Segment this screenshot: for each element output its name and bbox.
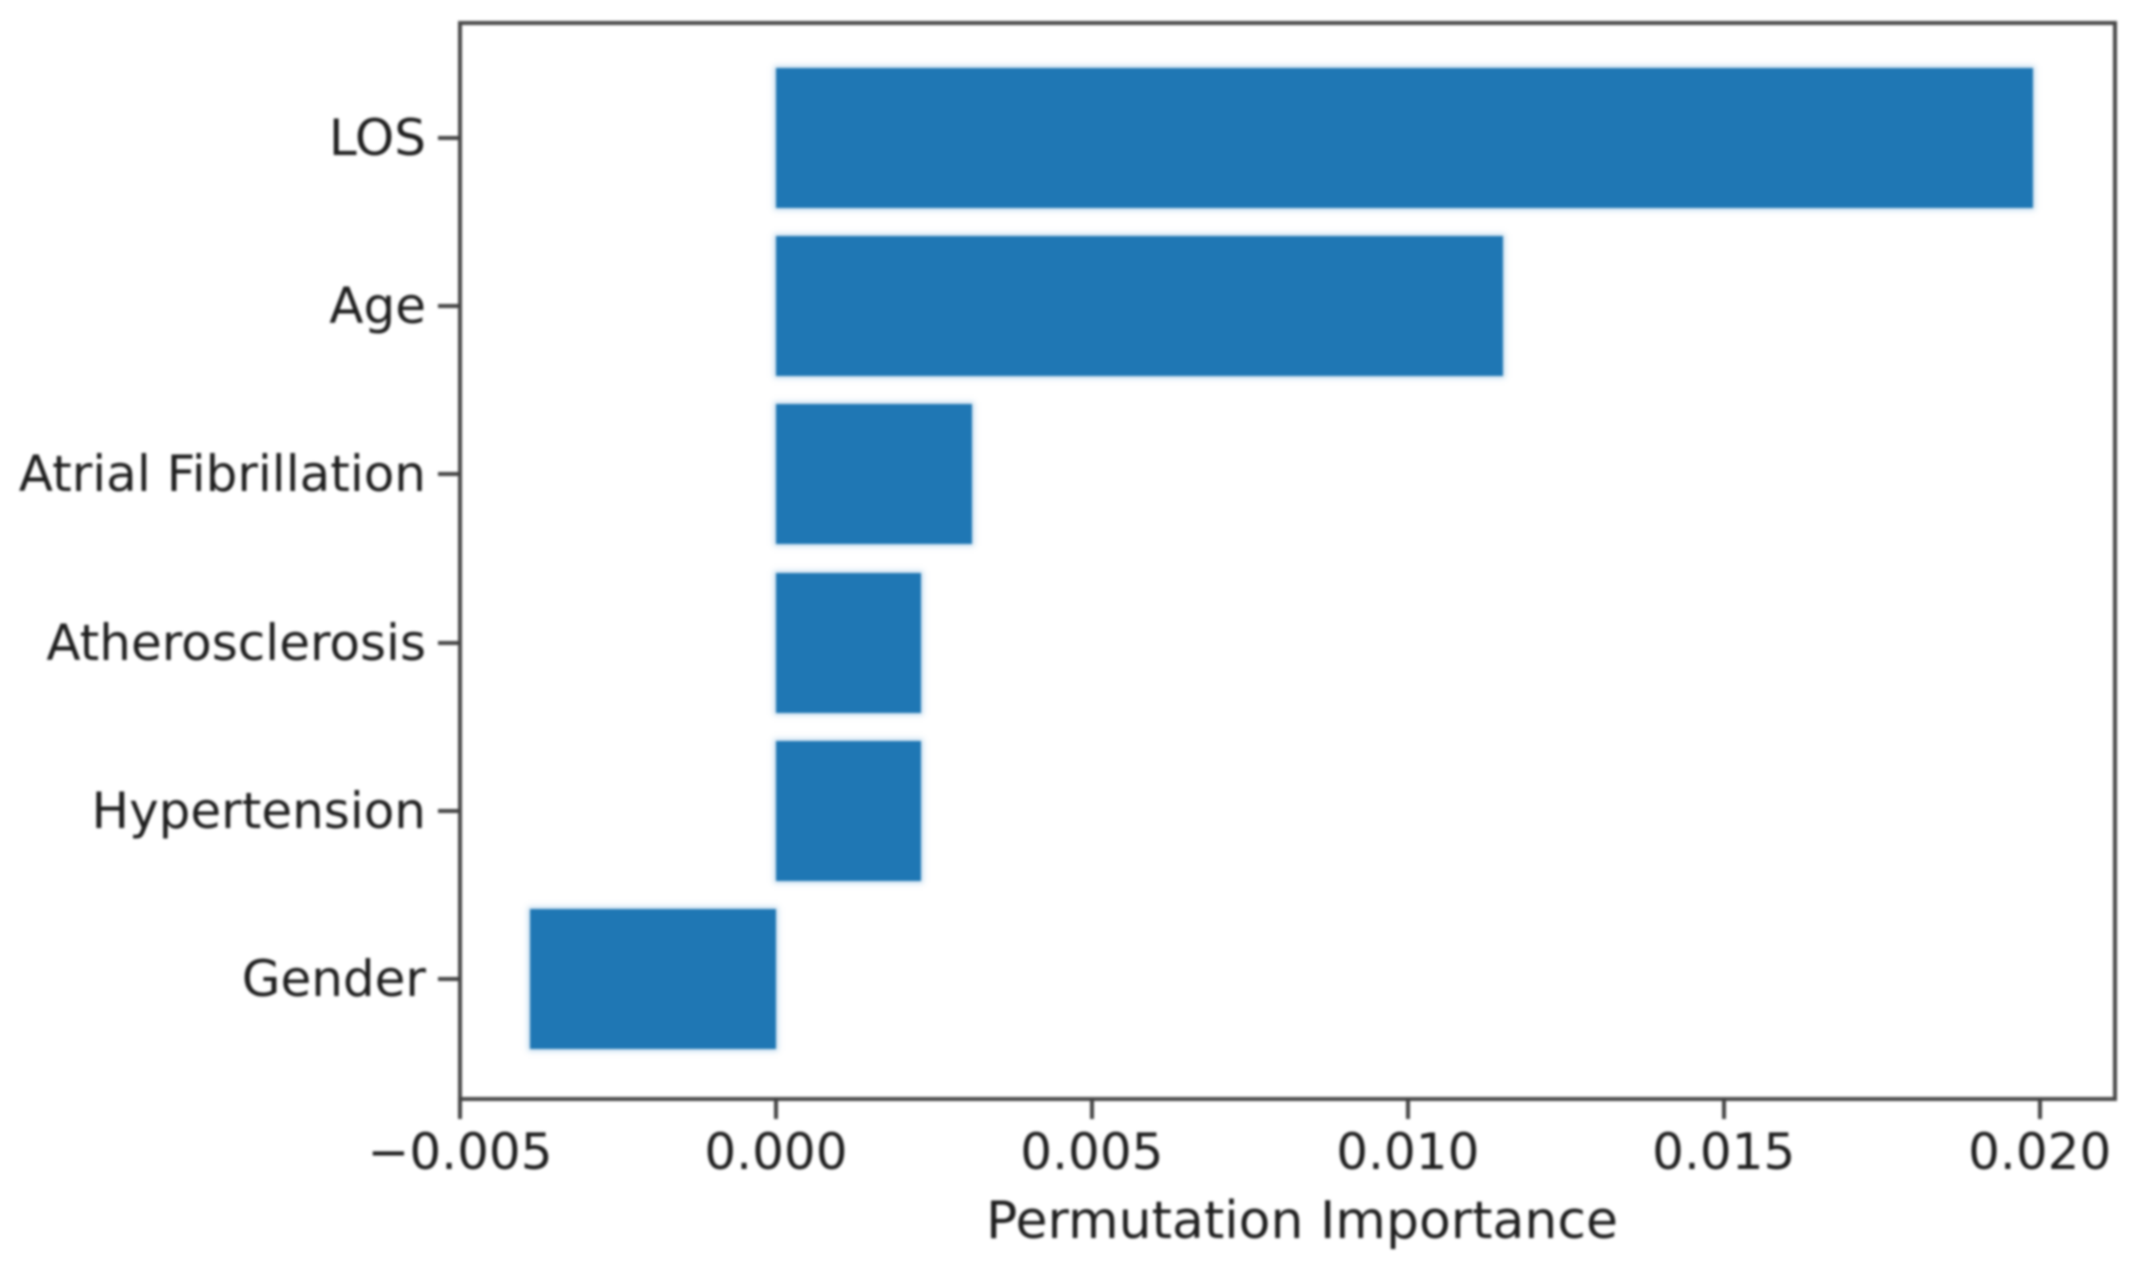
y-tick-label-hypertension: Hypertension <box>91 781 426 840</box>
y-tick-label-atherosclerosis: Atherosclerosis <box>46 613 426 672</box>
x-tick-label-0-020: 0.020 <box>1968 1123 2112 1181</box>
x-tick-label-0-000: 0.000 <box>704 1123 848 1181</box>
bar-hypertension <box>775 740 922 881</box>
x-tick-label-0-015: 0.015 <box>1652 1123 1796 1181</box>
x-tick-0-010 <box>1405 1097 1410 1119</box>
y-tick-los <box>438 136 460 140</box>
x-tick-label-0-005: 0.005 <box>1020 1123 1164 1181</box>
x-axis-label: Permutation Importance <box>986 1191 1618 1251</box>
x-tick-label-0-010: 0.010 <box>1336 1123 1480 1181</box>
y-tick-label-age: Age <box>329 277 426 336</box>
y-tick-atrial-fibrillation <box>438 472 460 477</box>
bar-age <box>775 236 1503 377</box>
y-tick-label-los: LOS <box>328 109 426 167</box>
y-tick-hypertension <box>438 808 460 813</box>
bar-gender <box>529 909 776 1049</box>
bar-atrial-fibrillation <box>775 404 972 545</box>
y-tick-label-gender: Gender <box>241 950 426 1008</box>
y-tick-atherosclerosis <box>438 640 460 645</box>
y-tick-age <box>438 304 460 309</box>
x-tick-0-000 <box>773 1097 778 1119</box>
x-tick-0-005 <box>1089 1097 1094 1119</box>
y-tick-gender <box>438 977 460 981</box>
x-tick-0-015 <box>1721 1097 1726 1119</box>
x-tick-0-020 <box>2037 1097 2042 1119</box>
x-tick-label--0-005: −0.005 <box>367 1123 553 1181</box>
x-tick--0-005 <box>458 1097 462 1119</box>
bar-atherosclerosis <box>775 572 922 713</box>
y-tick-label-atrial-fibrillation: Atrial Fibrillation <box>18 445 426 504</box>
bar-los <box>775 68 2034 208</box>
